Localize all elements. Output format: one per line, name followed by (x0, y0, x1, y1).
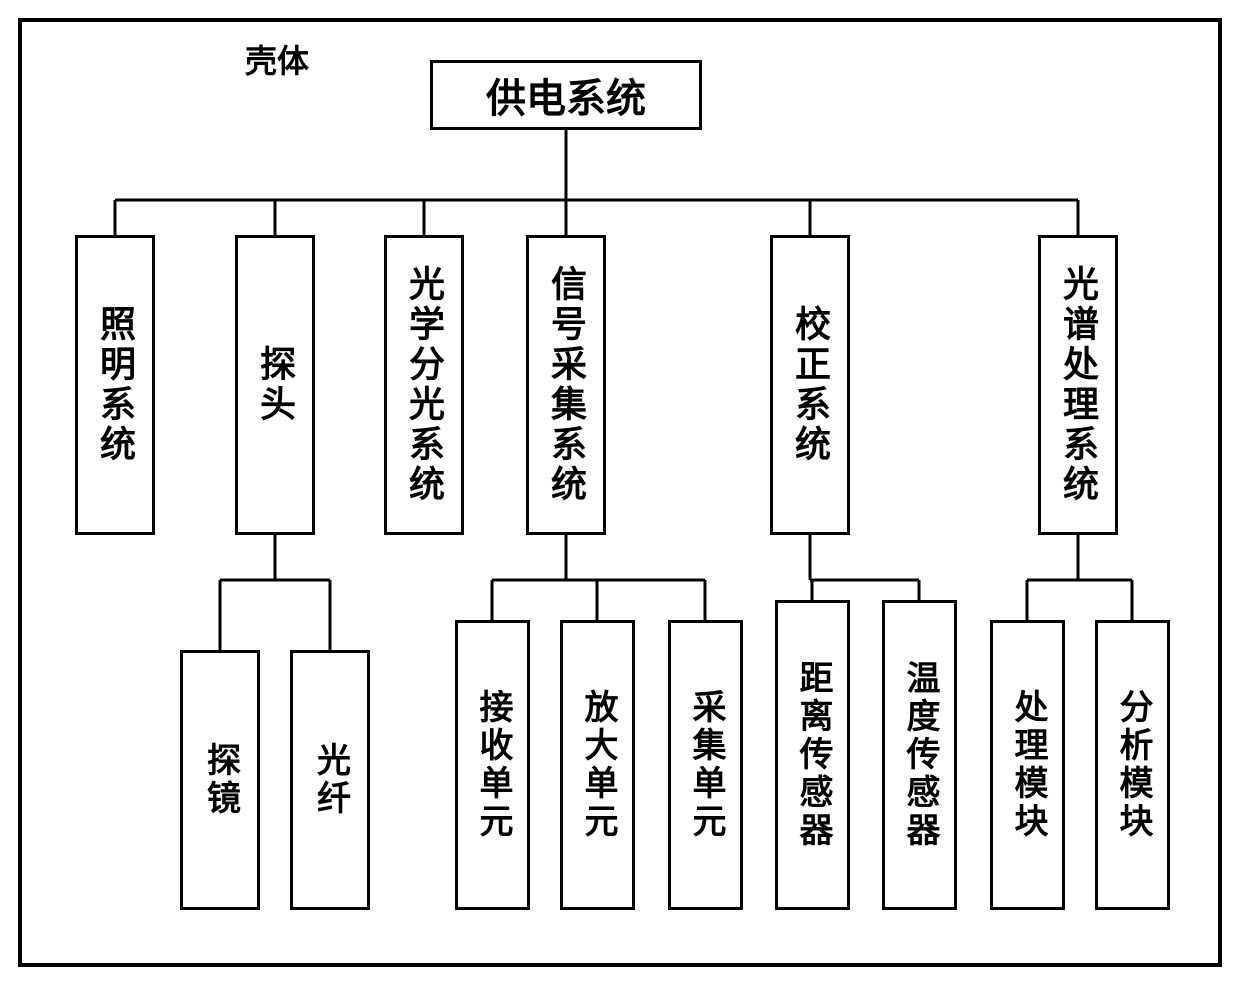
node-guangxian-label: 光纤 (306, 742, 355, 818)
node-root: 供电系统 (430, 60, 702, 130)
node-root-label: 供电系统 (486, 66, 646, 124)
node-acq: 采集单元 (668, 620, 743, 910)
node-lighting: 照明系统 (75, 235, 155, 535)
node-spectrum: 光谱处理系统 (1038, 235, 1118, 535)
node-analy-label: 分析模块 (1108, 689, 1157, 841)
node-probe: 探头 (235, 235, 315, 535)
node-tanjing: 探镜 (180, 650, 260, 910)
node-probe-label: 探头 (249, 345, 301, 425)
node-amp: 放大单元 (560, 620, 635, 910)
node-temp: 温度传感器 (882, 600, 957, 910)
node-spectrum-label: 光谱处理系统 (1052, 265, 1104, 505)
node-recv: 接收单元 (455, 620, 530, 910)
node-amp-label: 放大单元 (573, 689, 622, 841)
node-optics-label: 光学分光系统 (398, 265, 450, 505)
node-temp-label: 温度传感器 (895, 660, 944, 850)
node-dist-label: 距离传感器 (788, 660, 837, 850)
node-proc: 处理模块 (990, 620, 1065, 910)
node-signal-label: 信号采集系统 (540, 265, 592, 505)
node-analy: 分析模块 (1095, 620, 1170, 910)
node-dist: 距离传感器 (775, 600, 850, 910)
node-guangxian: 光纤 (290, 650, 370, 910)
corner-label: 壳体 (245, 36, 309, 82)
node-recv-label: 接收单元 (468, 689, 517, 841)
node-calib-label: 校正系统 (784, 305, 836, 465)
node-lighting-label: 照明系统 (89, 305, 141, 465)
node-tanjing-label: 探镜 (196, 742, 245, 818)
node-optics: 光学分光系统 (384, 235, 464, 535)
node-acq-label: 采集单元 (681, 689, 730, 841)
node-signal: 信号采集系统 (526, 235, 606, 535)
node-calib: 校正系统 (770, 235, 850, 535)
node-proc-label: 处理模块 (1003, 689, 1052, 841)
diagram-stage: 壳体 供电系统 照明系统 探头 光学分光系统 信号采集系统 校正系统 光谱处理系… (0, 0, 1240, 985)
